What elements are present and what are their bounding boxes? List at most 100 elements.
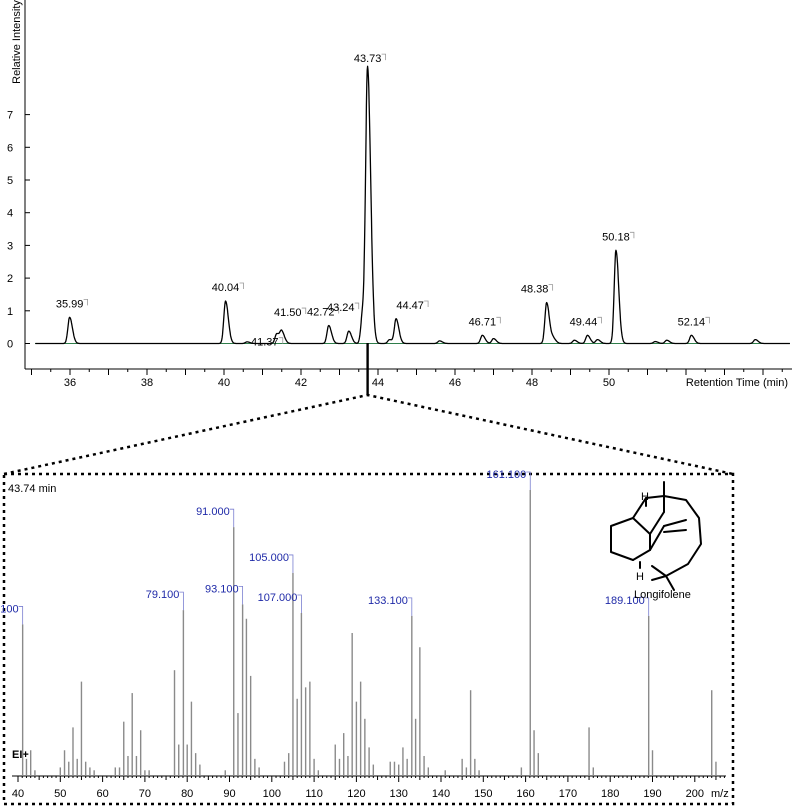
chromatogram-peak-label-bracket [83, 298, 89, 306]
spectrum-peak-label: 79.100 [146, 589, 180, 601]
chromatogram-peak-label-bracket [548, 284, 554, 291]
spectrum-x-tick-label: 190 [643, 788, 661, 800]
zoom-connector [3, 393, 734, 476]
structure-bond-a [632, 517, 651, 535]
structure-h-bottom: H [636, 571, 644, 583]
spectrum-x-tick-label: 110 [305, 788, 323, 800]
spectrum-x-tick-label: 140 [432, 788, 450, 800]
spectrum-x-label: m/z [711, 788, 729, 800]
chromatogram-x-tick-label: 44 [372, 377, 384, 389]
spectrum-x-tick-label: 200 [686, 788, 704, 800]
spectrum-x-ticks: 40 50 60 70 80 90 100 110 120 130 140 150 160 170 180 1… [12, 776, 725, 800]
spectrum-x-tick-label: 100 [263, 788, 281, 800]
spectrum-peak-label-bracket [297, 594, 302, 613]
spectrum-x-tick-label: 90 [223, 788, 235, 800]
chromatogram-peak-label-bracket [629, 231, 635, 239]
chromatogram-x-tick-label: 46 [449, 377, 461, 389]
spectrum-x-tick-label: 160 [516, 788, 534, 800]
spectrum-peak-label-bracket [526, 471, 531, 490]
structure-h-top: H [641, 491, 649, 503]
structure-exo-ch2-b [663, 529, 687, 533]
chromatogram-x-tick-label: 36 [64, 377, 76, 389]
chromatogram-trace [35, 65, 791, 345]
longifolene-structure [610, 481, 702, 591]
chromatogram-peak-label-bracket [705, 316, 710, 324]
structure-methyl-2 [665, 575, 675, 591]
chromatogram-peak-label-bracket [381, 53, 387, 61]
structure-bond-d [649, 525, 665, 551]
chromatogram-peak-label-bracket [239, 282, 244, 289]
chromatogram-x-tick-label: 48 [526, 377, 538, 389]
chromatogram-x-label: Retention Time (min) [686, 377, 788, 389]
selected-scan-marker[interactable] [366, 343, 369, 395]
chromatogram-y-tick-label: 5 [7, 175, 13, 187]
chromatogram-peak-label: 49.44 [570, 316, 598, 328]
chromatogram-x-tick-label: 40 [218, 377, 230, 389]
chromatogram-peak-label-bracket [354, 302, 360, 310]
chromatogram-x-tick-label: 42 [295, 377, 307, 389]
zoom-connector-lines [3, 393, 734, 476]
ionization-label: EI+ [12, 749, 29, 761]
chromatogram-x-tick-label: 38 [141, 377, 153, 389]
spectrum-peak-label-bracket [179, 591, 184, 611]
spectrum-peak-label-bracket [644, 597, 650, 616]
spectrum-peak-label: 41.100 [0, 603, 19, 615]
chromatogram-peak-label-bracket [496, 316, 501, 324]
chromatogram-y-tick-label: 0 [7, 339, 13, 351]
spectrum-x-tick-label: 80 [181, 788, 193, 800]
chromatogram-y-label: Relative Intensity [11, 0, 23, 84]
spectrum-peak-label: 105.000 [249, 552, 289, 564]
chromatogram-y-tick-label: 3 [7, 240, 13, 252]
spectrum-peak-label: 133.100 [368, 595, 408, 607]
chromatogram-x-tick-label: 50 [603, 377, 615, 389]
spectrum-x-tick-label: 40 [12, 788, 24, 800]
chromatogram-peak-label-bracket [597, 316, 602, 324]
chromatogram-y-tick-label: 6 [7, 142, 13, 154]
chromatogram-peak-label: 43.24 [327, 302, 355, 314]
spectrum-peak-label: 93.100 [205, 583, 239, 595]
spectrum-frame [2, 472, 735, 806]
spectrum-x-tick-label: 130 [390, 788, 408, 800]
chromatogram-peak-label: 42.72 [307, 307, 335, 319]
spectrum-x-tick-label: 50 [54, 788, 66, 800]
spectrum-x-tick-label: 60 [96, 788, 108, 800]
chromatogram-peak-label-bracket [424, 300, 429, 307]
spectrum-x-tick-label: 180 [601, 788, 619, 800]
spectrum-peak-label-bracket [229, 508, 235, 528]
spectrum-x-tick-label: 120 [347, 788, 365, 800]
chromatogram-peak-label-bracket [334, 307, 340, 314]
spectrum-x-tick-label: 170 [559, 788, 577, 800]
chromatogram-peak-label: 41.37 [251, 337, 279, 349]
chromatogram-peak-label: 41.50 [274, 307, 302, 319]
spectrum-peak-label-bracket [238, 586, 244, 605]
chromatogram-peak-label: 44.47 [396, 300, 424, 312]
spectrum-x-tick-label: 70 [139, 788, 151, 800]
spectrum-peak-label: 91.000 [196, 506, 230, 518]
chromatogram-peak-label: 43.73 [354, 53, 382, 65]
spectrum-peak-label-bracket [407, 597, 413, 616]
spectrum-peak-label-bracket [18, 606, 24, 625]
chromatogram-peak-label: 48.38 [521, 284, 549, 296]
spectrum-peak-label: 107.000 [258, 592, 298, 604]
chromatogram-peak-label-bracket [278, 337, 284, 344]
chromatogram-peak-label: 35.99 [56, 298, 84, 310]
spectrum-x-tick-label: 150 [474, 788, 492, 800]
chromatogram-peak-label: 40.04 [212, 282, 240, 294]
chromatogram-peak-label: 46.71 [469, 316, 497, 328]
structure-bridge [649, 511, 665, 535]
spectrum-peak-label: 161.100 [486, 469, 526, 481]
mass-spectrum: 43.74 min EI+ m/z 40 50 60 70 80 90 100 110 120 1… [0, 469, 735, 806]
chromatogram-y-ticks: 0 1 2 3 4 5 6 7 [7, 110, 30, 351]
chromatogram-y-tick-label: 2 [7, 273, 13, 285]
chromatogram-peak-label-bracket [301, 307, 307, 315]
chromatogram-peak-label: 52.14 [678, 316, 706, 328]
structure-ring-outline [632, 495, 702, 577]
spectrum-bars [21, 490, 717, 776]
chromatogram: Relative Intensity Retention Time (min) … [7, 0, 792, 395]
structure-name: Longifolene [634, 589, 691, 601]
chromatogram-y-tick-label: 4 [7, 208, 13, 220]
structure-methyl-1 [651, 575, 667, 581]
structure-exo-ch2-a [663, 519, 687, 527]
